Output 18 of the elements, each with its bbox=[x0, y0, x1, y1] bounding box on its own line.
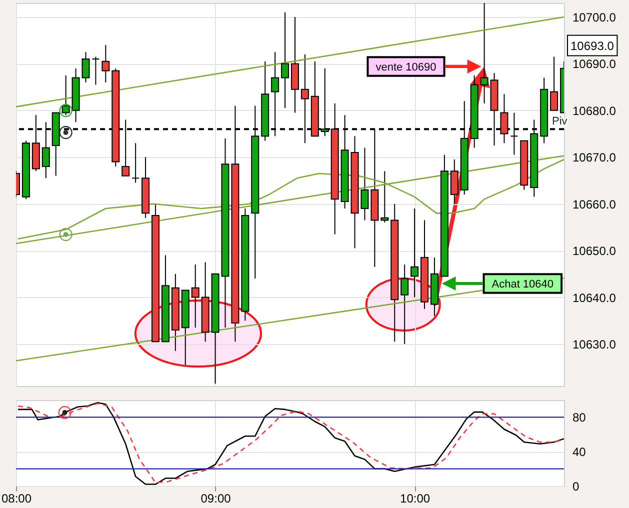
y-tick-label: 80 bbox=[572, 410, 586, 425]
y-tick-label: 0 bbox=[572, 480, 580, 494]
y-tick-label: 10650.0 bbox=[572, 244, 616, 258]
y-tick-label: 10630.0 bbox=[572, 337, 616, 352]
y-tick-label: 40 bbox=[572, 445, 586, 460]
y-tick-label: 10670.0 bbox=[572, 150, 616, 165]
annotation: Achat 10640 bbox=[492, 278, 554, 290]
x-tick-label: 10:00 bbox=[400, 492, 430, 506]
y-tick-label: 10640.0 bbox=[572, 290, 616, 305]
annotation: Piv bbox=[552, 116, 568, 128]
y-tick-label: 10660.0 bbox=[572, 197, 616, 212]
x-tick-label: 08:00 bbox=[1, 492, 32, 506]
text: 10693.0 bbox=[570, 38, 614, 53]
x-tick-label: 09:00 bbox=[200, 492, 232, 506]
annotation: vente 10690 bbox=[376, 61, 436, 74]
y-tick-label: 10700.0 bbox=[572, 10, 616, 25]
y-tick-label: 10680.0 bbox=[572, 104, 616, 118]
y-tick-label: 10690.0 bbox=[572, 57, 616, 72]
